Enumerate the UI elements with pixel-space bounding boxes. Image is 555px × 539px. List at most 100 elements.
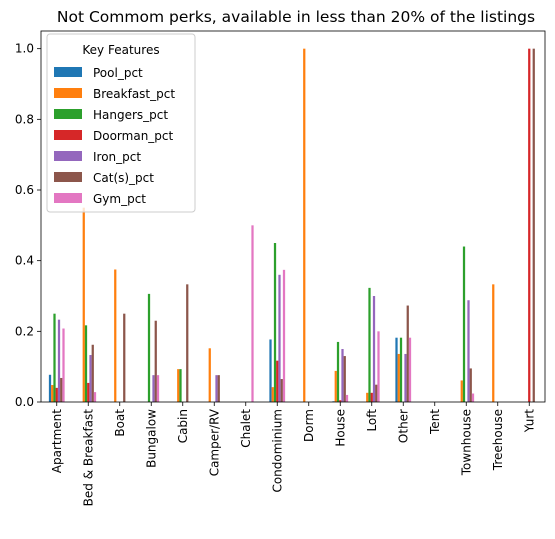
bar bbox=[179, 369, 182, 402]
x-tick-label: Cabin bbox=[176, 409, 190, 443]
bar bbox=[60, 377, 63, 402]
bar bbox=[152, 375, 155, 402]
x-tick-label: Apartment bbox=[50, 409, 64, 473]
bar bbox=[469, 368, 472, 402]
bar bbox=[215, 375, 218, 402]
bar bbox=[278, 274, 281, 402]
bar bbox=[87, 382, 90, 402]
bar bbox=[341, 349, 344, 402]
bar bbox=[462, 246, 466, 402]
legend-label: Doorman_pct bbox=[93, 129, 174, 143]
y-tick-label: 0.6 bbox=[15, 183, 34, 197]
bar bbox=[408, 337, 412, 402]
legend-label: Cat(s)_pct bbox=[93, 171, 154, 185]
bar bbox=[370, 392, 373, 402]
y-tick-label: 0.8 bbox=[15, 112, 34, 126]
bar bbox=[334, 370, 337, 402]
bar bbox=[269, 339, 272, 402]
bar bbox=[343, 356, 346, 402]
y-tick-label: 1.0 bbox=[15, 42, 34, 56]
bar bbox=[89, 355, 92, 402]
x-tick-label: House bbox=[333, 409, 347, 447]
legend-swatch bbox=[54, 151, 82, 161]
bar bbox=[55, 387, 58, 402]
x-tick-label: Dorm bbox=[302, 409, 316, 442]
bar bbox=[377, 331, 380, 402]
y-tick-label: 0.4 bbox=[15, 254, 34, 268]
bar bbox=[147, 293, 151, 402]
bar bbox=[53, 313, 56, 402]
bar bbox=[57, 319, 61, 402]
bar bbox=[471, 393, 475, 402]
legend-label: Pool_pct bbox=[93, 66, 143, 80]
legend-swatch bbox=[54, 67, 82, 77]
bar bbox=[375, 384, 378, 402]
x-tick-label: Other bbox=[396, 409, 410, 443]
x-tick-label: Condominium bbox=[270, 409, 284, 493]
bar bbox=[82, 207, 85, 402]
x-tick-label: Boat bbox=[113, 409, 127, 437]
bar bbox=[62, 328, 65, 402]
bar bbox=[336, 341, 340, 402]
bar bbox=[467, 300, 470, 402]
plot-frame bbox=[40, 30, 546, 403]
legend-swatch bbox=[54, 88, 82, 98]
bar bbox=[406, 305, 409, 402]
bar bbox=[532, 48, 535, 403]
x-tick-label: Tent bbox=[428, 409, 442, 435]
x-tick-label: Townhouse bbox=[459, 409, 473, 476]
x-tick-label: Loft bbox=[365, 409, 379, 432]
bar bbox=[280, 379, 283, 402]
legend-label: Gym_pct bbox=[93, 192, 146, 206]
bar bbox=[372, 296, 376, 402]
bar bbox=[282, 269, 286, 402]
bar bbox=[492, 284, 495, 402]
bar bbox=[251, 225, 254, 402]
bar bbox=[397, 353, 400, 402]
legend-swatch bbox=[54, 130, 82, 140]
bar bbox=[345, 394, 349, 402]
bar bbox=[368, 287, 371, 402]
legend-swatch bbox=[54, 109, 82, 119]
bar bbox=[271, 387, 274, 402]
legend-swatch bbox=[54, 172, 82, 182]
legend-label: Hangers_pct bbox=[93, 108, 168, 122]
legend: Key Features Pool_pct Breakfast_pct Hanger… bbox=[46, 33, 196, 213]
x-tick-label: Camper/RV bbox=[207, 408, 221, 476]
bar bbox=[51, 385, 54, 402]
legend-title: Key Features bbox=[82, 43, 159, 57]
bar bbox=[273, 243, 277, 402]
bar bbox=[156, 375, 160, 402]
bar bbox=[395, 337, 398, 402]
bar bbox=[208, 348, 211, 402]
bar bbox=[123, 313, 126, 402]
chart-title: Not Commom perks, available in less than… bbox=[57, 8, 535, 26]
y-tick-label: 0.0 bbox=[15, 395, 34, 409]
bar bbox=[186, 284, 189, 402]
x-tick-label: Bungalow bbox=[144, 409, 158, 468]
bar bbox=[303, 48, 306, 403]
bars-layer bbox=[48, 48, 535, 403]
x-tick-label: Bed & Breakfast bbox=[81, 409, 95, 507]
bar bbox=[154, 320, 157, 402]
bar bbox=[339, 400, 342, 402]
axes-layer: 0.0 0.2 0.4 0.6 0.8 1.0 Apartment Bed & Breakfa… bbox=[15, 30, 546, 507]
bar bbox=[217, 375, 220, 402]
bar bbox=[48, 374, 52, 402]
x-tick-label: Chalet bbox=[239, 409, 253, 448]
legend-frame bbox=[46, 33, 196, 213]
bar bbox=[276, 360, 279, 402]
bar bbox=[399, 337, 403, 402]
x-tick-label: Treehouse bbox=[491, 409, 505, 471]
bar bbox=[93, 392, 97, 402]
legend-swatch bbox=[54, 193, 82, 203]
bar bbox=[460, 380, 463, 402]
legend-label: Breakfast_pct bbox=[93, 87, 175, 101]
bar bbox=[404, 353, 407, 402]
x-tick-label: Yurt bbox=[522, 409, 536, 433]
bar bbox=[84, 325, 88, 402]
bar bbox=[91, 344, 94, 402]
y-tick-label: 0.2 bbox=[15, 324, 34, 338]
